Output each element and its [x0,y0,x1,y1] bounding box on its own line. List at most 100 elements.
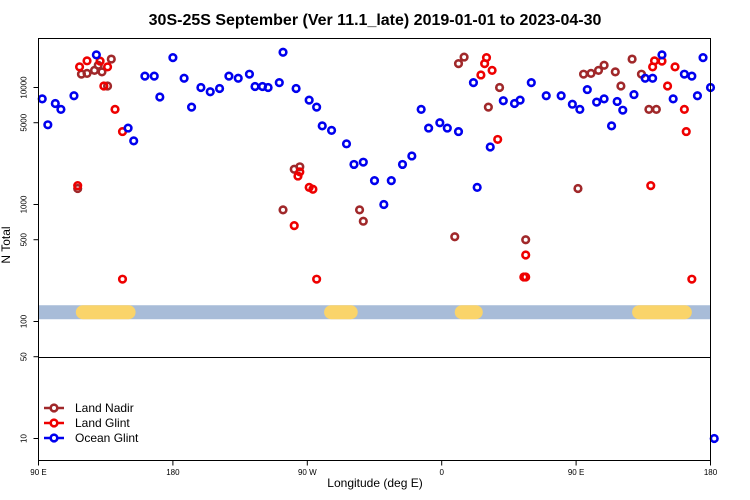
x-axis-label: Longitude (deg E) [327,476,422,490]
data-point [386,176,396,186]
data-point [354,205,365,215]
data-point [679,104,689,114]
data-point [687,274,697,284]
data-point [155,92,165,102]
data-point [358,216,368,226]
ocean-band [38,305,711,320]
data-point [358,157,368,167]
data-point [472,182,482,193]
data-point [102,81,113,91]
data-point [599,94,609,104]
legend-marker [49,403,59,413]
data-point [459,52,469,62]
data-point [110,104,120,114]
data-point [651,104,661,114]
data-point [205,87,215,97]
y-tick-label: 50 [20,352,29,361]
data-point [610,67,620,77]
data-point [629,89,639,100]
axis-ticks: 90 E 180 90 W 0 90 E 180 10000 5000 1000 500 100 50… [20,76,718,477]
data-point [326,125,337,135]
data-point [709,433,719,444]
data-point [233,73,243,83]
data-point [289,221,299,231]
data-point [196,82,206,93]
data-point [644,104,654,114]
data-point [687,71,697,81]
data-point [627,54,637,64]
data-point [487,65,497,76]
data-point [97,67,107,77]
data-point [149,71,159,81]
data-points [37,47,719,444]
data-point [317,121,327,131]
data-point [657,50,667,60]
series-ocean-glint [37,47,719,444]
data-point [573,183,583,194]
data-point [468,78,479,88]
legend-marker [49,433,59,443]
data-point [274,78,284,88]
chart-title: 30S-25S September (Ver 11.1_late) 2019-0… [149,12,602,29]
y-axis-label: N Total [0,226,13,263]
data-point [541,91,551,101]
data-point [263,82,273,93]
data-point [453,126,464,137]
data-point [91,50,101,60]
data-point [521,272,531,282]
data-point [99,81,109,91]
data-point [692,91,703,101]
data-point [575,104,585,114]
data-point [291,83,301,94]
data-point [698,53,708,63]
data-point [129,136,139,146]
data-point [453,59,464,69]
data-point [74,62,85,72]
data-point [582,84,592,95]
data-point [416,104,426,114]
plot-frame [38,38,711,461]
data-point [599,60,609,70]
data-point [578,69,589,79]
data-point [295,162,305,172]
data-point [186,102,197,112]
data-point [593,65,604,76]
data-point [295,167,305,177]
data-point [312,274,322,284]
data-point [407,151,417,161]
data-point [494,82,505,93]
data-point [168,53,178,63]
data-point [640,73,650,83]
y-tick-label: 1000 [20,195,29,213]
data-point [341,139,352,149]
legend-label: Land Glint [75,416,130,430]
data-point [349,159,359,170]
data-point [476,70,486,80]
y-tick-label: 10000 [20,76,29,99]
y-tick-label: 10 [20,434,29,443]
data-point [567,99,577,109]
data-point [369,176,380,186]
data-point [485,142,495,152]
data-point [250,81,260,92]
data-point [556,91,566,101]
land-segment-0 [75,305,136,320]
x-tick-label: 180 [166,468,180,477]
series-land-glint [73,53,697,284]
x-tick-label: 0 [439,468,444,477]
land-segment-1 [324,305,358,320]
legend-label: Ocean Glint [75,431,139,445]
data-point [179,73,189,83]
data-point [106,54,116,64]
data-point [481,53,492,63]
data-point [612,96,622,107]
y-tick-label: 100 [20,314,29,328]
data-point [646,181,656,191]
data-point [379,199,389,210]
data-point [483,102,493,112]
data-point [278,205,288,215]
data-point [435,118,445,128]
data-point [123,123,133,133]
